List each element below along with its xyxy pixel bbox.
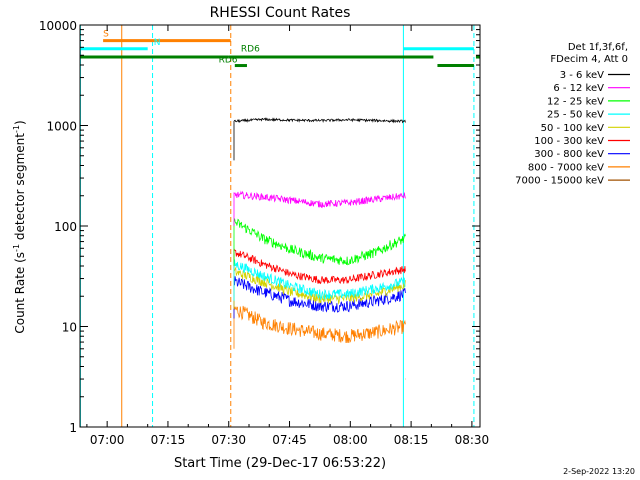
y-tick-label-1: 10 [62,321,77,335]
x-tick-label-6: 08:30 [455,433,490,447]
annotation-3: RD6 [241,45,260,55]
y-tick-label-0: 1 [69,421,77,435]
legend-label-1: 6 - 12 keV [553,83,604,94]
annotation-2: RD6 [219,56,238,66]
series-line-1 [233,190,406,226]
x-tick-label-2: 07:30 [211,433,246,447]
annotation-1: N [154,38,161,48]
legend-label-0: 3 - 6 keV [560,70,604,81]
y-tick-label-3: 1000 [46,120,77,134]
x-tick-label-3: 07:45 [272,433,307,447]
x-axis-label: Start Time (29-Dec-17 06:53:22) [174,456,386,471]
legend-label-5: 100 - 300 keV [534,136,604,147]
series-line-7 [233,305,406,349]
y-tick-label-2: 100 [54,220,77,234]
y-axis-label: Count Rate (s-1 detector segment-1) [12,120,27,333]
chart-title: RHESSI Count Rates [210,5,351,21]
legend-label-4: 50 - 100 keV [541,123,605,134]
legend: Det 1f,3f,6f,FDecim 4, Att 0 3 - 6 keV 6 -… [515,42,630,187]
x-tick-label-1: 07:15 [151,433,186,447]
legend-header-1: FDecim 4, Att 0 [550,54,628,65]
series-line-4 [233,266,406,309]
legend-header-0: Det 1f,3f,6f, [568,42,628,53]
series-line-2 [233,218,406,266]
legend-label-7: 800 - 7000 keV [528,162,604,173]
x-tick-label-0: 07:00 [90,433,125,447]
legend-label-6: 300 - 800 keV [534,149,604,160]
y-tick-label-4: 10000 [39,19,77,33]
series-line-6 [233,276,406,319]
x-tick-label-4: 08:00 [333,433,368,447]
x-tick-label-5: 08:15 [394,433,429,447]
series-line-3 [233,259,406,301]
annotation-0: S [103,30,109,40]
series-line-0 [233,117,406,161]
legend-label-8: 7000 - 15000 keV [515,176,604,187]
legend-label-2: 12 - 25 keV [547,96,604,107]
footer-timestamp: 2-Sep-2022 13:20 [563,467,635,476]
series-line-5 [233,248,406,297]
legend-label-3: 25 - 50 keV [547,110,604,121]
